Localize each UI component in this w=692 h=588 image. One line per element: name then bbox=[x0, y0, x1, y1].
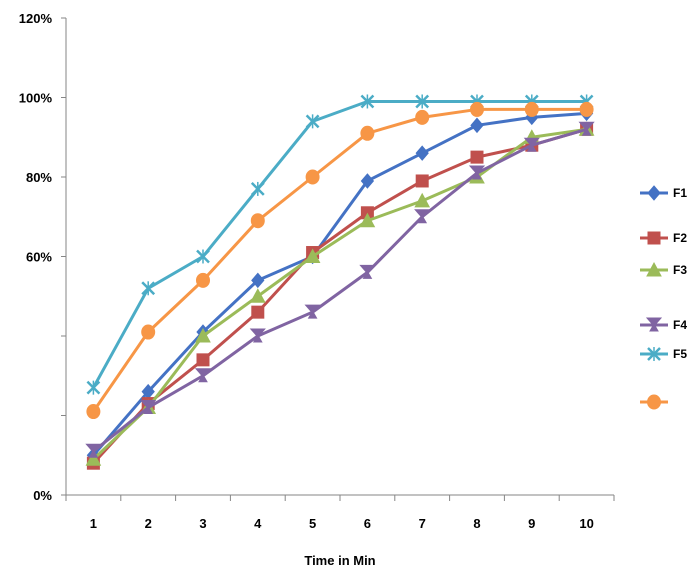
data-point-f4-lower bbox=[362, 270, 373, 279]
data-point-series-6 bbox=[196, 272, 210, 288]
legend-marker bbox=[645, 317, 663, 327]
data-point-f2 bbox=[196, 353, 210, 367]
data-point-f1 bbox=[360, 173, 375, 189]
y-axis-ticks: 0% 60% 80% 100% 120% bbox=[19, 11, 66, 503]
series-line-f3 bbox=[92, 127, 587, 461]
series-line-f2 bbox=[92, 127, 588, 465]
legend-marker bbox=[647, 394, 661, 410]
data-point-series-6 bbox=[360, 125, 375, 141]
legend-item-f4: F4 bbox=[640, 317, 687, 332]
data-point-series-6 bbox=[524, 101, 539, 117]
data-point-f2 bbox=[470, 150, 484, 164]
legend-item-f1: F1 bbox=[640, 185, 687, 201]
y-tick-label: 120% bbox=[19, 11, 53, 26]
y-tick-label: 0% bbox=[33, 488, 52, 503]
x-tick-label: 2 bbox=[145, 516, 152, 531]
data-point-f1 bbox=[415, 145, 429, 161]
data-point-f4-lower bbox=[252, 333, 263, 343]
data-point-series-6 bbox=[86, 404, 101, 420]
series-line-f1 bbox=[92, 111, 587, 457]
series-f5 bbox=[86, 94, 594, 395]
x-tick-label: 8 bbox=[473, 516, 480, 531]
x-tick-label: 10 bbox=[579, 516, 593, 531]
data-point-f4 bbox=[140, 400, 157, 410]
axes bbox=[65, 18, 614, 496]
data-point-f4 bbox=[414, 209, 431, 219]
data-point-f1 bbox=[470, 117, 484, 134]
data-point-f3 bbox=[85, 451, 102, 466]
legend-item-series-6 bbox=[640, 394, 668, 410]
series-line-f5 bbox=[92, 99, 587, 389]
data-point-series-6 bbox=[305, 169, 320, 185]
legend-item-f5: F5 bbox=[640, 347, 687, 361]
data-point-f3 bbox=[414, 192, 431, 208]
x-axis-ticks: 1 2 3 4 5 6 7 8 9 10 bbox=[65, 495, 615, 531]
legend-label: F1 bbox=[673, 186, 687, 200]
y-tick-label: 100% bbox=[19, 91, 53, 106]
data-point-f2 bbox=[415, 174, 429, 188]
series-group bbox=[85, 94, 595, 470]
data-point-f4 bbox=[194, 368, 212, 378]
x-tick-label: 5 bbox=[309, 516, 316, 531]
y-tick-label: 80% bbox=[26, 170, 52, 185]
data-point-f4 bbox=[578, 121, 595, 132]
data-point-f4 bbox=[304, 304, 321, 314]
legend-label: F4 bbox=[673, 318, 687, 332]
series-line-f4 bbox=[92, 127, 588, 453]
legend-label: F2 bbox=[673, 231, 687, 245]
x-tick-label: 4 bbox=[254, 516, 262, 531]
data-point-f4-lower bbox=[198, 373, 208, 383]
data-point-series-6 bbox=[250, 213, 265, 229]
data-point-f4-lower bbox=[88, 449, 99, 458]
data-point-f4 bbox=[523, 137, 540, 147]
legend-marker-lower bbox=[649, 322, 659, 332]
x-tick-label: 1 bbox=[90, 516, 97, 531]
data-point-series-6 bbox=[470, 101, 484, 117]
legend-marker bbox=[647, 231, 661, 245]
data-point-f4 bbox=[468, 165, 486, 175]
data-point-f1 bbox=[251, 272, 265, 289]
legend-marker bbox=[647, 185, 661, 201]
data-point-f4-lower bbox=[417, 214, 428, 224]
y-tick-label: 60% bbox=[26, 250, 52, 265]
legend-marker bbox=[646, 261, 662, 277]
legend: F1 F2 F3 F4 F5 bbox=[640, 185, 687, 410]
x-tick-label: 9 bbox=[528, 516, 535, 531]
series-series-6 bbox=[86, 101, 594, 420]
data-point-f4-lower bbox=[526, 143, 537, 152]
data-point-f4-lower bbox=[472, 171, 482, 180]
data-point-f4 bbox=[85, 443, 102, 454]
data-point-f2 bbox=[251, 305, 265, 319]
x-axis-title: Time in Min bbox=[304, 553, 375, 568]
data-point-f4-lower bbox=[143, 405, 154, 415]
legend-label: F5 bbox=[673, 347, 687, 361]
data-point-f4 bbox=[359, 264, 376, 275]
legend-label: F3 bbox=[673, 263, 687, 277]
legend-item-f3: F3 bbox=[640, 261, 687, 277]
legend-item-f2: F2 bbox=[640, 231, 687, 245]
data-point-series-6 bbox=[141, 324, 156, 340]
series-f4 bbox=[85, 121, 595, 458]
data-point-f3 bbox=[195, 327, 211, 343]
series-f2 bbox=[86, 122, 594, 470]
data-point-f4-lower bbox=[581, 127, 592, 136]
x-tick-label: 6 bbox=[364, 516, 371, 531]
data-point-f4-lower bbox=[307, 310, 318, 319]
data-point-f4 bbox=[249, 328, 266, 338]
data-point-series-6 bbox=[579, 101, 594, 117]
data-point-f3 bbox=[359, 212, 376, 228]
data-point-series-6 bbox=[415, 109, 430, 125]
data-point-f3 bbox=[249, 288, 266, 303]
series-line-series-6 bbox=[92, 107, 587, 413]
series-f1 bbox=[86, 105, 594, 464]
x-tick-label: 3 bbox=[199, 516, 206, 531]
data-point-f3 bbox=[304, 248, 321, 263]
x-tick-label: 7 bbox=[419, 516, 426, 531]
